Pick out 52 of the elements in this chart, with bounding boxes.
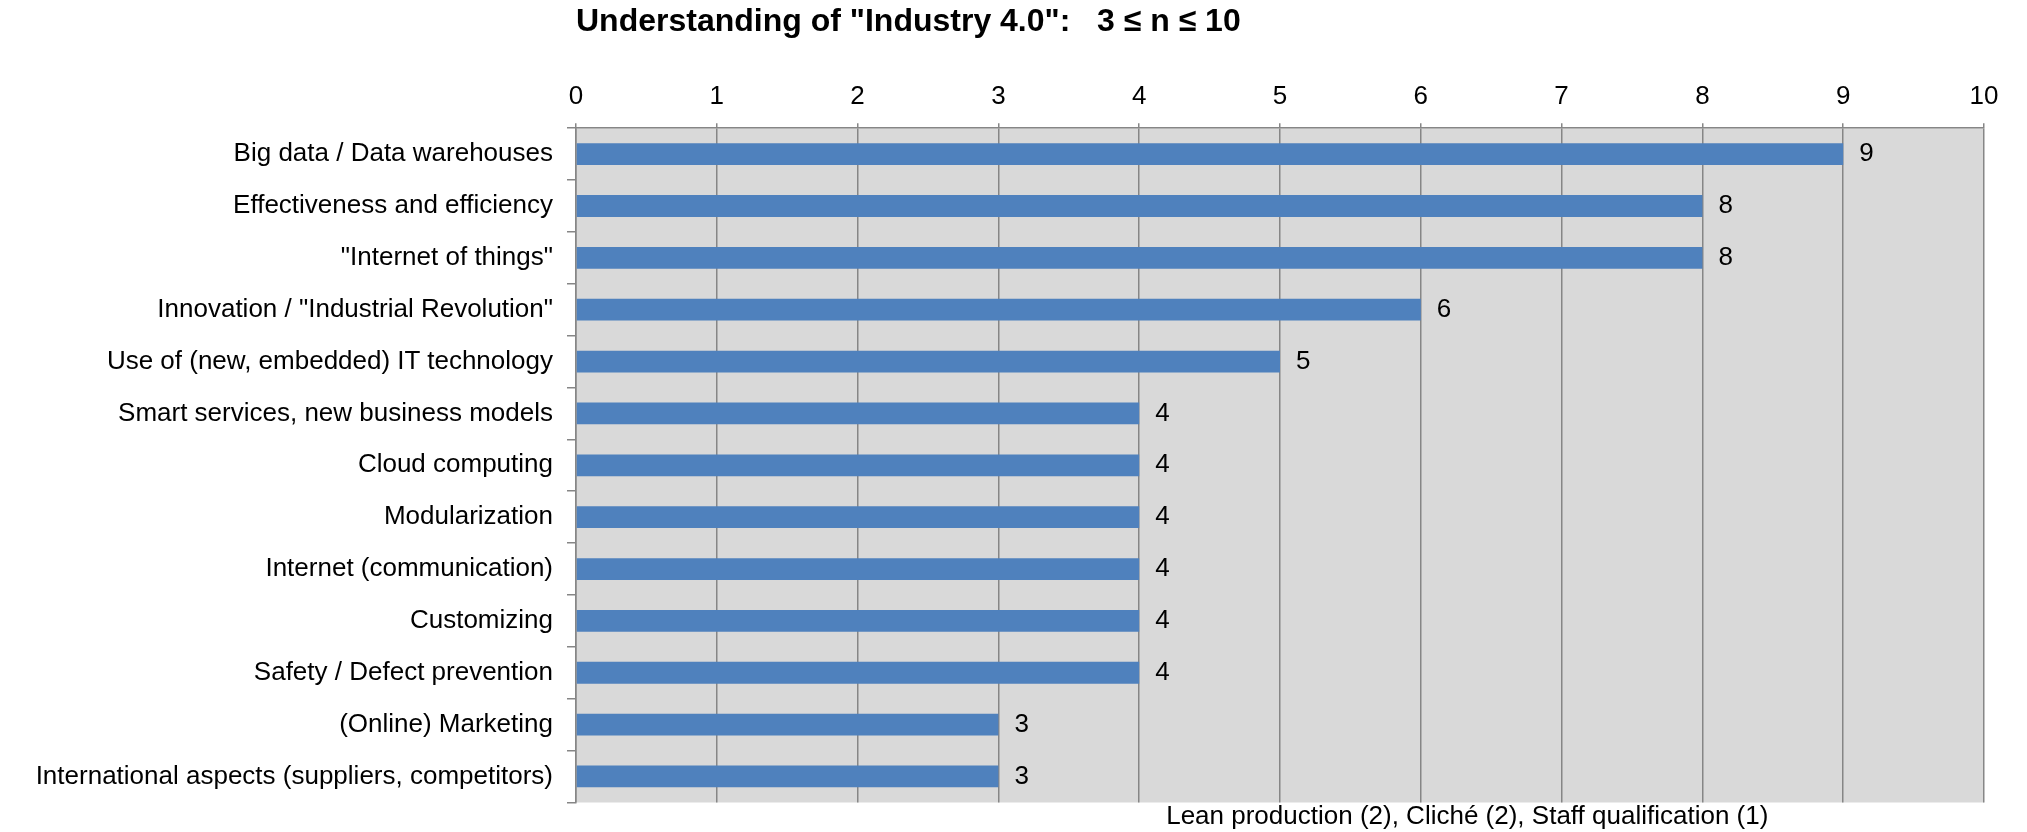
data-label: 8 — [1718, 189, 1733, 220]
data-label: 9 — [1859, 137, 1874, 168]
data-label: 8 — [1718, 241, 1733, 272]
data-label: 4 — [1155, 655, 1170, 686]
y-tick-label: Smart services, new business models — [118, 396, 553, 427]
y-tick-label: Cloud computing — [357, 448, 553, 479]
y-tick-label: Big data / Data warehouses — [233, 137, 553, 168]
bar — [576, 195, 1703, 217]
data-label: 3 — [1014, 707, 1029, 738]
y-tick-label: Use of (new, embedded) IT technology — [106, 344, 553, 375]
data-label: 4 — [1155, 552, 1170, 583]
x-tick-label: 8 — [1695, 79, 1710, 110]
x-tick-label: 2 — [850, 79, 865, 110]
data-label: 5 — [1296, 344, 1311, 375]
x-tick-label: 1 — [709, 79, 725, 110]
y-tick-label: Safety / Defect prevention — [253, 655, 553, 686]
y-tick-label: Effectiveness and efficiency — [233, 189, 553, 220]
x-tick-label: 4 — [1131, 79, 1147, 110]
y-tick-label: International aspects (suppliers, competitors) — [35, 759, 553, 790]
x-tick-label: 0 — [568, 79, 584, 110]
y-tick-label: Innovation / "Industrial Revolution" — [157, 292, 553, 323]
data-label: 6 — [1436, 292, 1452, 323]
x-tick-label: 10 — [1969, 79, 1999, 110]
bar — [576, 558, 1140, 580]
bar — [576, 609, 1140, 632]
bar — [576, 661, 1140, 684]
data-label: 4 — [1155, 500, 1170, 531]
y-tick-label: Customizing — [409, 604, 553, 635]
annotation: Lean production (2), Cliché (2), Staff qualification (1) — [1166, 799, 1769, 830]
x-tick-label: 9 — [1835, 79, 1851, 110]
x-tick-label: 6 — [1413, 79, 1429, 110]
x-tick-label: 5 — [1272, 79, 1288, 110]
x-tick-label: 7 — [1554, 79, 1569, 110]
x-tick-label: 3 — [991, 79, 1006, 110]
y-tick-label: Modularization — [383, 500, 553, 531]
y-tick-label: (Online) Marketing — [339, 707, 553, 738]
bar — [576, 713, 999, 736]
bar — [576, 506, 1140, 529]
bar — [576, 350, 1280, 373]
data-label: 4 — [1155, 396, 1170, 427]
bar — [576, 298, 1421, 321]
data-label: 3 — [1014, 759, 1029, 790]
y-tick-label: Internet (communication) — [265, 552, 553, 583]
bar — [576, 143, 1844, 166]
y-tick-label: "Internet of things" — [340, 241, 553, 272]
bar — [576, 454, 1140, 477]
bar — [576, 246, 1703, 269]
data-label: 4 — [1155, 448, 1170, 479]
data-label: 4 — [1155, 604, 1170, 635]
bar — [576, 765, 999, 788]
bar — [576, 402, 1140, 425]
chart-title: Understanding of "Industry 4.0": 3 ≤ n ≤ 10 — [576, 1, 1241, 38]
